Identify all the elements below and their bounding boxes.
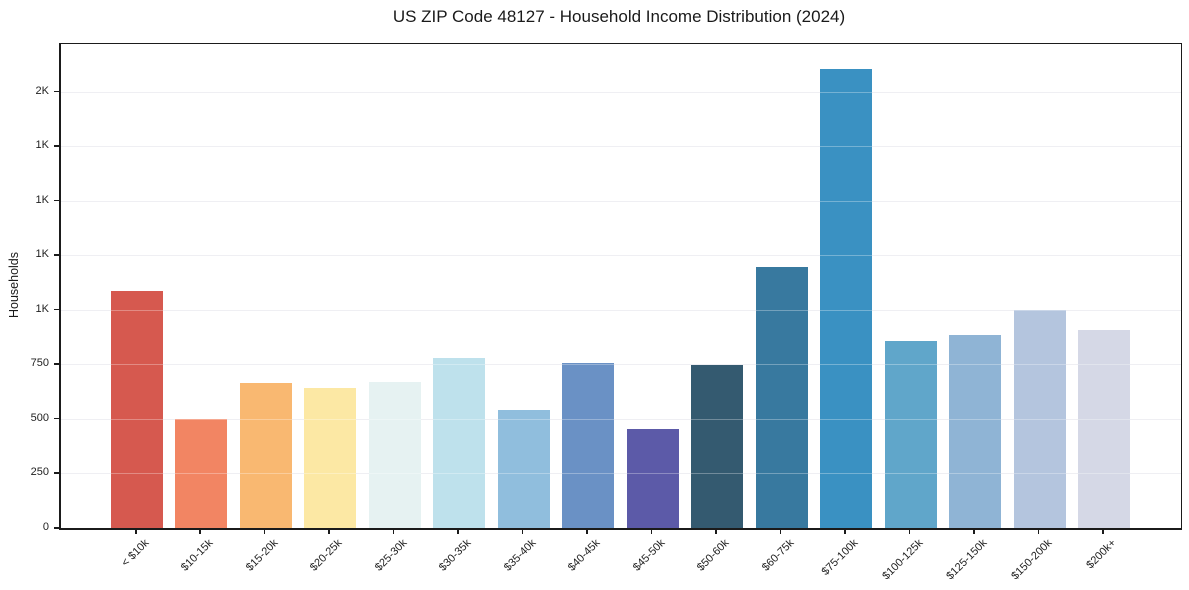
y-tick-mark: [54, 417, 59, 420]
bar-75-100k: [820, 69, 873, 528]
gridline: [61, 418, 1181, 420]
gridline-overlay: [61, 146, 1181, 148]
x-tick-label: $50-60k: [695, 537, 732, 574]
bar-10k: [111, 291, 163, 528]
x-tick-mark: [328, 529, 330, 534]
x-tick-mark: [779, 529, 782, 534]
gridlines-overlay-layer: [61, 44, 1181, 528]
bar-35-40k: [497, 410, 550, 528]
x-tick-mark: [973, 529, 975, 534]
x-tick-mark: [199, 529, 201, 534]
bar-50-60k: [691, 364, 744, 528]
x-tick-mark: [908, 529, 911, 534]
bar-200k: [1078, 329, 1130, 528]
gridline: [61, 255, 1181, 257]
x-tick-label: $35-40k: [501, 537, 539, 574]
gridline-overlay: [61, 200, 1181, 202]
y-tick-mark: [54, 145, 59, 147]
gridline-overlay: [61, 309, 1181, 311]
x-tick-mark: [586, 529, 588, 534]
gridline: [61, 309, 1181, 311]
x-tick-mark: [392, 529, 395, 534]
y-tick-mark: [54, 472, 59, 474]
x-tick-label: $40-45k: [566, 537, 603, 574]
y-tick-label: 1K: [35, 193, 49, 206]
x-tick-mark: [650, 529, 653, 534]
x-tick-mark: [135, 529, 137, 534]
x-tick-mark: [844, 529, 846, 534]
y-tick-mark: [54, 254, 59, 256]
bar-60-75k: [755, 267, 808, 528]
bar-125-150k: [949, 335, 1002, 528]
bar-150-200k: [1013, 309, 1066, 528]
y-tick-label: 250: [30, 466, 49, 479]
gridlines-layer: [61, 44, 1181, 528]
y-tick-label: 1K: [35, 139, 49, 152]
y-tick-label: 1K: [35, 248, 49, 261]
bar-10-15k: [175, 419, 228, 528]
x-tick-label: $15-20k: [243, 537, 281, 574]
gridline: [61, 473, 1181, 475]
bar-25-30k: [368, 381, 421, 528]
bar-100-125k: [884, 340, 937, 528]
x-tick-mark: [521, 529, 524, 534]
x-tick-label: $150-200k: [1008, 537, 1055, 583]
x-tick-mark: [457, 529, 459, 534]
y-tick-mark: [54, 90, 59, 93]
bar-20-25k: [304, 388, 357, 528]
x-tick-label: < $10k: [119, 537, 152, 570]
y-tick-label: 1K: [35, 302, 49, 315]
gridline: [61, 200, 1181, 202]
gridline-overlay: [61, 91, 1181, 93]
gridline-overlay: [61, 418, 1181, 420]
x-tick-label: $125-150k: [944, 537, 990, 583]
y-tick-label: 750: [30, 357, 49, 370]
bars-layer: [61, 44, 1181, 528]
x-tick-label: $45-50k: [630, 537, 668, 574]
x-tick-label: $60-75k: [759, 537, 797, 574]
gridline: [61, 146, 1181, 148]
bar-15-20k: [239, 383, 292, 528]
plot-area: [59, 43, 1182, 530]
gridline: [61, 364, 1181, 366]
y-tick-mark: [54, 308, 59, 311]
y-tick-mark: [54, 363, 59, 365]
x-tick-mark: [715, 529, 717, 534]
x-tick-label: $75-100k: [819, 537, 861, 578]
y-tick-label: 2K: [35, 84, 49, 97]
x-tick-label: $10-15k: [179, 537, 216, 574]
x-tick-label: $25-30k: [372, 537, 410, 574]
x-tick-label: $30-35k: [437, 537, 474, 574]
bar-45-50k: [626, 428, 679, 528]
y-tick-mark: [54, 199, 59, 202]
x-tick-label: $20-25k: [308, 537, 345, 574]
gridline-overlay: [61, 473, 1181, 475]
x-tick-mark: [1102, 529, 1104, 534]
gridline-overlay: [61, 255, 1181, 257]
gridline: [61, 91, 1181, 93]
y-tick-mark: [54, 527, 59, 529]
y-tick-label: 500: [30, 411, 49, 424]
chart-title: US ZIP Code 48127 - Household Income Dis…: [392, 7, 846, 26]
x-tick-label: $200k+: [1084, 537, 1119, 572]
y-tick-label: 0: [42, 521, 49, 533]
bar-40-45k: [562, 363, 615, 528]
bar-30-35k: [433, 357, 486, 528]
x-tick-mark: [263, 529, 266, 534]
gridline-overlay: [61, 364, 1181, 366]
x-tick-label: $100-125k: [879, 537, 926, 583]
x-tick-mark: [1037, 529, 1040, 534]
